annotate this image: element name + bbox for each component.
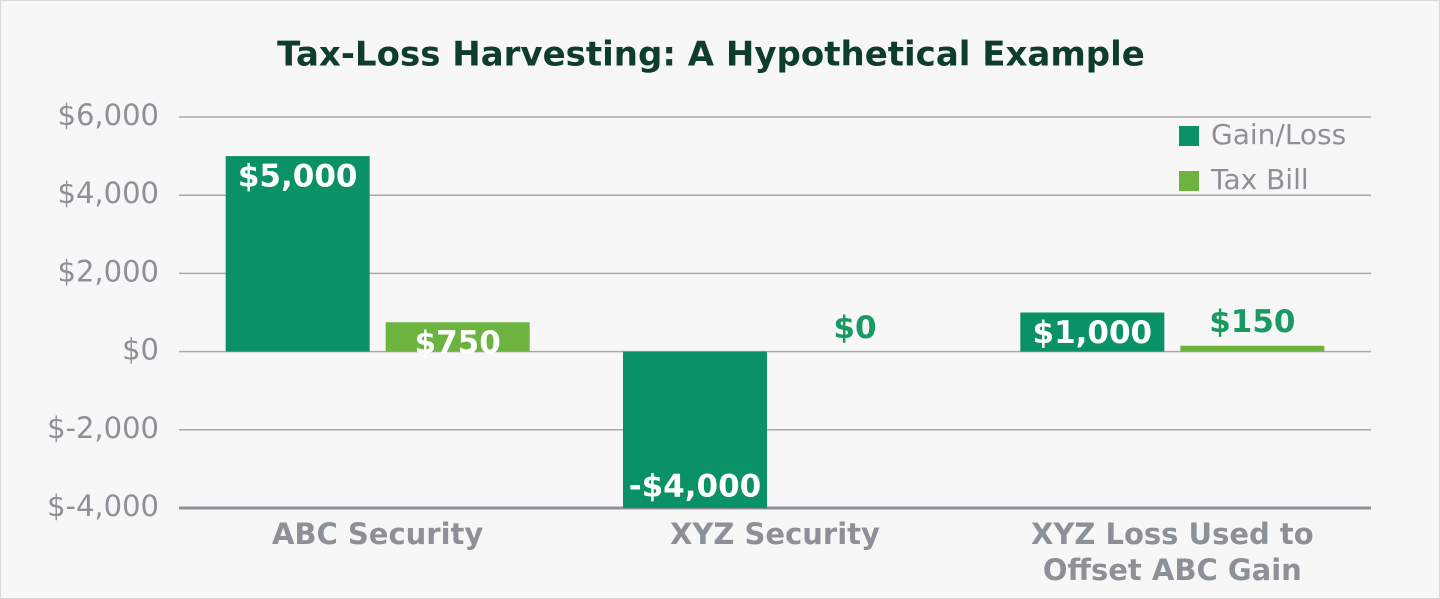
value-label: $750 (415, 325, 501, 361)
x-tick-label: ABC Security (271, 517, 484, 551)
y-tick-label: $6,000 (58, 98, 159, 132)
value-label: $150 (1209, 304, 1295, 340)
y-tick-label: $2,000 (58, 254, 159, 288)
bar (623, 351, 767, 508)
bar (1180, 345, 1325, 352)
y-tick-label: $0 (122, 333, 159, 367)
legend-swatch (1179, 171, 1199, 191)
x-tick-label: XYZ Security (670, 517, 880, 551)
bar (225, 156, 370, 352)
legend-label: Tax Bill (1210, 163, 1309, 196)
value-label: $1,000 (1033, 315, 1153, 351)
value-label: $5,000 (238, 159, 358, 195)
bar (1020, 312, 1165, 352)
x-tick-label: XYZ Loss Used to Offset ABC Gain (1031, 517, 1314, 587)
legend-swatch (1179, 126, 1199, 146)
value-label: -$4,000 (629, 469, 762, 505)
y-tick-label: $-2,000 (47, 411, 159, 445)
chart-title: Tax-Loss Harvesting: A Hypothetical Exam… (277, 35, 1145, 75)
y-tick-label: $-4,000 (47, 489, 159, 523)
legend-label: Gain/Loss (1211, 118, 1346, 151)
value-label: $0 (833, 310, 876, 346)
bar (385, 322, 530, 352)
y-tick-label: $4,000 (58, 176, 159, 210)
